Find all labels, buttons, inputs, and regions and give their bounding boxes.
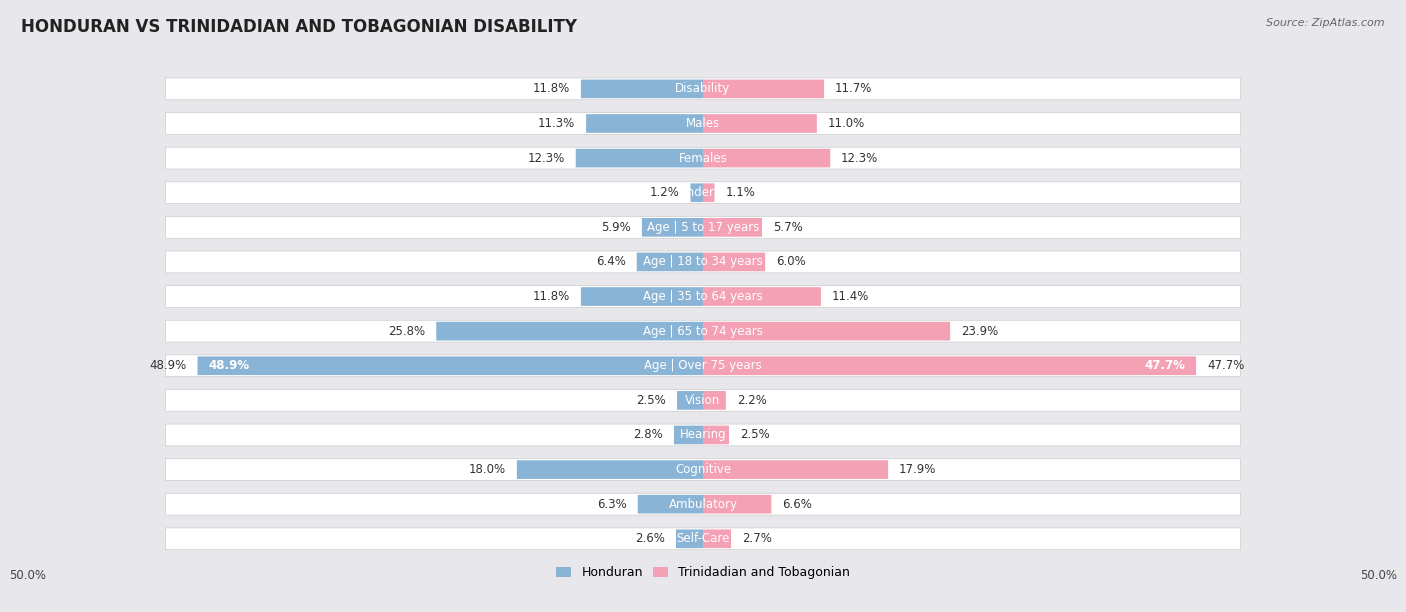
Text: Age | 5 to 17 years: Age | 5 to 17 years (647, 221, 759, 234)
FancyBboxPatch shape (703, 184, 714, 202)
Text: 25.8%: 25.8% (388, 324, 426, 338)
Text: 12.3%: 12.3% (527, 152, 565, 165)
Text: 12.3%: 12.3% (841, 152, 879, 165)
FancyBboxPatch shape (638, 495, 703, 513)
Text: 2.5%: 2.5% (637, 394, 666, 407)
FancyBboxPatch shape (678, 391, 703, 409)
Text: 6.6%: 6.6% (782, 498, 813, 510)
Text: Cognitive: Cognitive (675, 463, 731, 476)
Text: 6.4%: 6.4% (596, 255, 626, 269)
FancyBboxPatch shape (703, 253, 765, 271)
Legend: Honduran, Trinidadian and Tobagonian: Honduran, Trinidadian and Tobagonian (551, 561, 855, 584)
Text: Ambulatory: Ambulatory (668, 498, 738, 510)
FancyBboxPatch shape (166, 320, 1240, 342)
FancyBboxPatch shape (643, 218, 703, 237)
Text: Males: Males (686, 117, 720, 130)
Text: 48.9%: 48.9% (208, 359, 250, 372)
FancyBboxPatch shape (166, 147, 1240, 169)
FancyBboxPatch shape (166, 182, 1240, 204)
Text: 2.7%: 2.7% (742, 532, 772, 545)
Text: 2.6%: 2.6% (636, 532, 665, 545)
FancyBboxPatch shape (166, 78, 1240, 100)
FancyBboxPatch shape (703, 460, 889, 479)
Text: 1.2%: 1.2% (650, 186, 679, 200)
Text: 6.3%: 6.3% (598, 498, 627, 510)
FancyBboxPatch shape (703, 218, 762, 237)
FancyBboxPatch shape (637, 253, 703, 271)
Text: Age | Under 5 years: Age | Under 5 years (644, 186, 762, 200)
FancyBboxPatch shape (166, 113, 1240, 135)
Text: 11.7%: 11.7% (835, 83, 872, 95)
Text: Source: ZipAtlas.com: Source: ZipAtlas.com (1267, 18, 1385, 28)
FancyBboxPatch shape (166, 286, 1240, 307)
FancyBboxPatch shape (586, 114, 703, 133)
FancyBboxPatch shape (581, 287, 703, 306)
Text: 18.0%: 18.0% (468, 463, 506, 476)
Text: 11.8%: 11.8% (533, 83, 569, 95)
Text: 47.7%: 47.7% (1144, 359, 1185, 372)
Text: Age | 35 to 64 years: Age | 35 to 64 years (643, 290, 763, 303)
FancyBboxPatch shape (703, 529, 731, 548)
FancyBboxPatch shape (703, 356, 1197, 375)
Text: 5.9%: 5.9% (602, 221, 631, 234)
FancyBboxPatch shape (517, 460, 703, 479)
FancyBboxPatch shape (703, 495, 772, 513)
Text: 11.8%: 11.8% (533, 290, 569, 303)
FancyBboxPatch shape (166, 251, 1240, 273)
Text: Age | 18 to 34 years: Age | 18 to 34 years (643, 255, 763, 269)
Text: 2.8%: 2.8% (633, 428, 664, 441)
FancyBboxPatch shape (673, 425, 703, 444)
Text: HONDURAN VS TRINIDADIAN AND TOBAGONIAN DISABILITY: HONDURAN VS TRINIDADIAN AND TOBAGONIAN D… (21, 18, 576, 36)
FancyBboxPatch shape (703, 391, 725, 409)
FancyBboxPatch shape (690, 184, 703, 202)
Text: Self-Care: Self-Care (676, 532, 730, 545)
FancyBboxPatch shape (166, 389, 1240, 411)
FancyBboxPatch shape (166, 493, 1240, 515)
Text: 23.9%: 23.9% (962, 324, 998, 338)
FancyBboxPatch shape (703, 149, 831, 168)
Text: 2.5%: 2.5% (740, 428, 769, 441)
Text: 48.9%: 48.9% (149, 359, 187, 372)
FancyBboxPatch shape (703, 114, 817, 133)
Text: Age | Over 75 years: Age | Over 75 years (644, 359, 762, 372)
Text: Disability: Disability (675, 83, 731, 95)
FancyBboxPatch shape (166, 424, 1240, 446)
FancyBboxPatch shape (166, 355, 1240, 376)
FancyBboxPatch shape (581, 80, 703, 99)
FancyBboxPatch shape (703, 322, 950, 340)
Text: 5.7%: 5.7% (773, 221, 803, 234)
FancyBboxPatch shape (575, 149, 703, 168)
Text: 6.0%: 6.0% (776, 255, 806, 269)
FancyBboxPatch shape (676, 529, 703, 548)
FancyBboxPatch shape (197, 356, 703, 375)
Text: Vision: Vision (685, 394, 721, 407)
Text: 1.1%: 1.1% (725, 186, 755, 200)
FancyBboxPatch shape (703, 425, 728, 444)
FancyBboxPatch shape (703, 80, 824, 99)
Text: 11.3%: 11.3% (538, 117, 575, 130)
FancyBboxPatch shape (166, 528, 1240, 550)
FancyBboxPatch shape (436, 322, 703, 340)
Text: 17.9%: 17.9% (898, 463, 936, 476)
Text: Age | 65 to 74 years: Age | 65 to 74 years (643, 324, 763, 338)
Text: 2.2%: 2.2% (737, 394, 766, 407)
Text: 47.7%: 47.7% (1206, 359, 1244, 372)
Text: Females: Females (679, 152, 727, 165)
Text: Hearing: Hearing (679, 428, 727, 441)
Text: 11.0%: 11.0% (828, 117, 865, 130)
FancyBboxPatch shape (166, 458, 1240, 480)
Text: 11.4%: 11.4% (832, 290, 869, 303)
FancyBboxPatch shape (703, 287, 821, 306)
FancyBboxPatch shape (166, 217, 1240, 238)
